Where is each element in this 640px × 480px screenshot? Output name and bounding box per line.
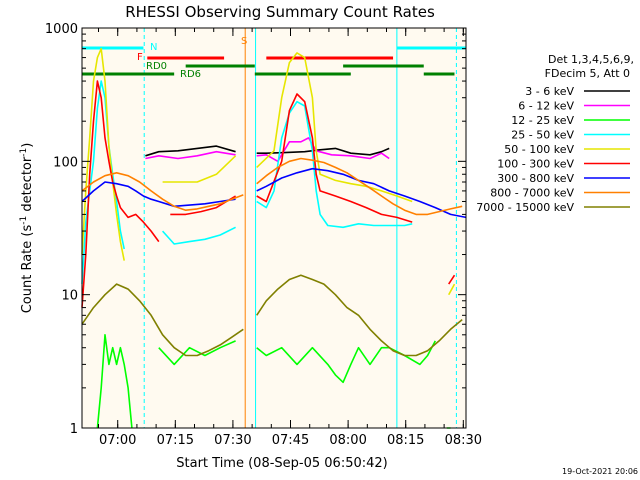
flag-label-rd6: RD6 xyxy=(180,69,201,80)
chart-title: RHESSI Observing Summary Count Rates xyxy=(125,3,435,21)
series-line-3 xyxy=(96,334,451,429)
plot-frame xyxy=(81,27,467,429)
vertical-markers xyxy=(143,28,457,428)
plot-area xyxy=(82,28,466,428)
flag-label-s: S xyxy=(241,36,247,47)
series-line-8 xyxy=(81,157,463,216)
series-line-1 xyxy=(145,145,390,157)
legend-label-5: 50 - 100 keV xyxy=(504,143,574,156)
legend-label-4: 25 - 50 keV xyxy=(511,129,574,142)
legend-label-1: 3 - 6 keV xyxy=(525,85,574,98)
legend-label-6: 100 - 300 keV xyxy=(497,158,574,171)
legend-header-line-2: FDecim 5, Att 0 xyxy=(545,67,630,80)
legend-header-line-1: Det 1,3,4,5,6,9, xyxy=(548,53,634,66)
series-lines xyxy=(81,47,467,429)
flag-label-rd0: RD0 xyxy=(146,61,167,72)
series-line-9 xyxy=(81,274,463,357)
legend-label-8: 800 - 7000 keV xyxy=(490,187,574,200)
series-line-6 xyxy=(81,80,456,308)
flag-label-n: N xyxy=(150,42,157,53)
x-tick-label-5: 08:00 xyxy=(329,433,366,448)
legend-label-3: 12 - 25 keV xyxy=(511,114,574,127)
footer-date: 19-Oct-2021 20:06 xyxy=(562,467,638,476)
y-tick-label-2: 10 xyxy=(61,289,78,304)
legend-label-7: 300 - 800 keV xyxy=(497,172,574,185)
y-axis-label: Count Rate (s-1 detector-1) xyxy=(19,143,35,314)
y-tick-label-3: 100 xyxy=(53,155,78,170)
x-tick-label-7: 08:30 xyxy=(445,433,482,448)
x-tick-label-6: 08:15 xyxy=(387,433,424,448)
x-tick-label-3: 07:30 xyxy=(214,433,251,448)
x-tick-label-4: 07:45 xyxy=(272,433,309,448)
y-tick-label-4: 1000 xyxy=(45,22,78,37)
y-tick-label-1: 1 xyxy=(70,422,78,437)
legend-label-2: 6 - 12 keV xyxy=(518,100,574,113)
axes: 1 10 100 1000 07:00 07:15 07:30 07:45 08:00 08:15… xyxy=(45,22,482,448)
x-tick-label-1: 07:00 xyxy=(99,433,136,448)
legend-label-9: 7000 - 15000 keV xyxy=(476,201,574,214)
x-tick-label-2: 07:15 xyxy=(157,433,194,448)
plot-background xyxy=(82,28,466,428)
x-axis-label: Start Time (08-Sep-05 06:50:42) xyxy=(176,456,387,471)
series-line-5 xyxy=(81,47,456,296)
legend: Det 1,3,4,5,6,9, FDecim 5, Att 0 3 - 6 k… xyxy=(476,53,634,214)
flag-label-f: F xyxy=(137,52,143,63)
